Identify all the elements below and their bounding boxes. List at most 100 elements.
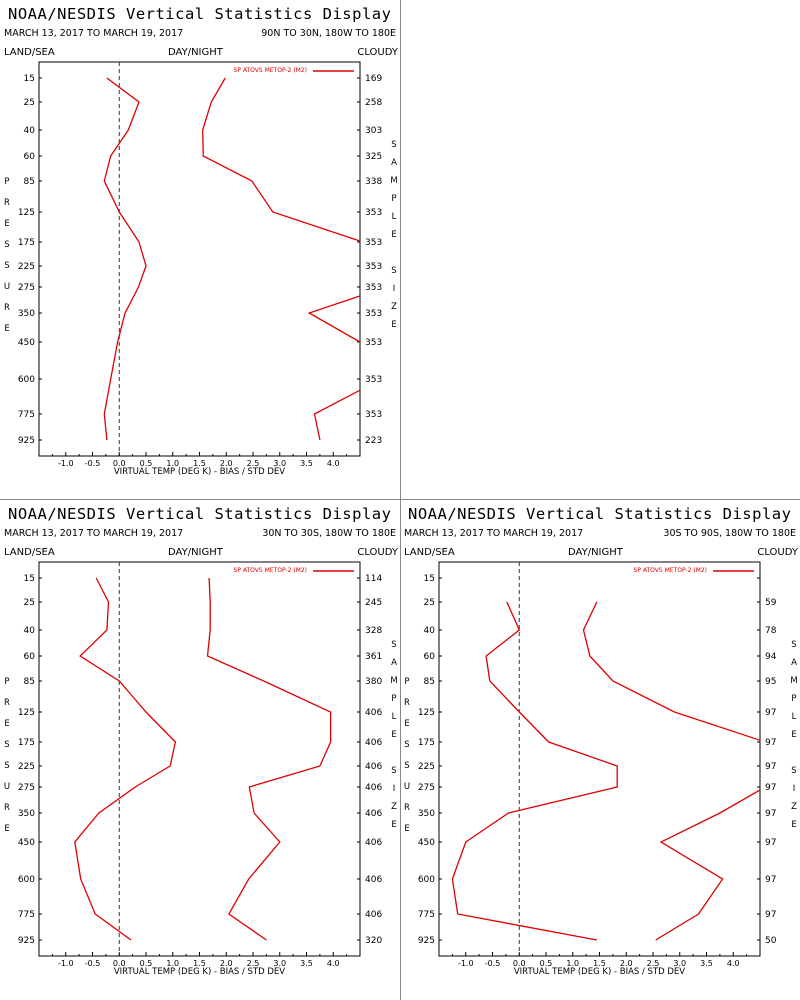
sample-size-label: 325 bbox=[365, 152, 382, 162]
y-axis-label-letter: S bbox=[404, 740, 409, 750]
sample-size-label: 258 bbox=[365, 98, 382, 108]
y-axis-label-letter: E bbox=[4, 824, 9, 834]
pressure-tick-label: 275 bbox=[418, 783, 435, 793]
day-night-label: DAY/NIGHT bbox=[568, 547, 623, 558]
sample-label-letter: M bbox=[390, 676, 397, 686]
x-tick-label: 2.5 bbox=[247, 459, 260, 468]
x-tick-label: 3.0 bbox=[673, 959, 686, 968]
land-sea-label: LAND/SEA bbox=[404, 547, 455, 558]
size-label-letter: I bbox=[393, 284, 396, 294]
y-axis-label-letter: S bbox=[4, 240, 9, 250]
x-tick-label: 3.0 bbox=[273, 959, 286, 968]
chart-panel-north: NOAA/NESDIS Vertical Statistics Display M… bbox=[0, 0, 400, 500]
pressure-tick-label: 225 bbox=[418, 762, 435, 772]
plot-frame bbox=[38, 61, 361, 457]
pressure-tick-label: 25 bbox=[424, 598, 435, 608]
x-tick-label: 0.5 bbox=[140, 459, 153, 468]
chart-svg: 15 25 59 40 78 60 94 85 95 125 97 175 97 225 97 275 97 35… bbox=[404, 561, 798, 977]
day-night-label: DAY/NIGHT bbox=[168, 47, 223, 58]
x-tick-label: 4.0 bbox=[727, 959, 740, 968]
x-tick-label: 3.0 bbox=[273, 459, 286, 468]
y-axis-label-letter: R bbox=[4, 303, 10, 313]
x-tick-label: 1.5 bbox=[593, 959, 606, 968]
legend-label: SP ATOVS METOP-2 (M2) bbox=[234, 567, 307, 574]
sample-size-label: 406 bbox=[365, 708, 382, 718]
region-label: 90N TO 30N, 180W TO 180E bbox=[261, 28, 396, 39]
x-tick-label: 0.5 bbox=[540, 959, 553, 968]
x-tick-label: -1.0 bbox=[58, 459, 74, 468]
chart-svg: 15 169 25 258 40 303 60 325 85 338 125 353 175 353 225… bbox=[4, 61, 398, 477]
pressure-tick-label: 15 bbox=[24, 74, 35, 84]
pressure-tick-label: 225 bbox=[18, 762, 35, 772]
sample-size-label: 78 bbox=[765, 626, 777, 636]
date-range: MARCH 13, 2017 TO MARCH 19, 2017 bbox=[404, 528, 584, 539]
sample-size-label: 50 bbox=[765, 936, 777, 946]
size-label-letter: E bbox=[391, 820, 396, 830]
sample-label-letter: M bbox=[390, 176, 397, 186]
sample-size-label: 303 bbox=[365, 126, 382, 136]
x-tick-label: 1.0 bbox=[166, 959, 179, 968]
pressure-tick-label: 925 bbox=[18, 436, 35, 446]
sample-size-label: 97 bbox=[765, 875, 776, 885]
x-axis-label: VIRTUAL TEMP (DEG K) - BIAS / STD DEV bbox=[114, 467, 285, 477]
x-tick-label: 1.5 bbox=[193, 459, 206, 468]
y-axis-label-letter: U bbox=[404, 782, 410, 792]
pressure-tick-label: 25 bbox=[24, 98, 35, 108]
land-sea-label: LAND/SEA bbox=[4, 47, 55, 58]
chart-svg: 15 114 25 245 40 328 60 361 85 380 125 406 175 406 225… bbox=[4, 561, 398, 977]
x-tick-label: 4.0 bbox=[327, 959, 340, 968]
sample-size-label: 353 bbox=[365, 283, 382, 293]
pressure-tick-label: 25 bbox=[24, 598, 35, 608]
y-axis-label-letter: P bbox=[404, 677, 409, 687]
y-axis-label-letter: U bbox=[4, 282, 10, 292]
pressure-tick-label: 275 bbox=[18, 783, 35, 793]
x-tick-label: 4.0 bbox=[327, 459, 340, 468]
pressure-tick-label: 60 bbox=[424, 652, 436, 662]
y-axis-label-letter: S bbox=[4, 261, 9, 271]
pressure-tick-label: 175 bbox=[18, 238, 35, 248]
sample-size-label: 97 bbox=[765, 910, 776, 920]
sample-size-label: 320 bbox=[365, 936, 382, 946]
pressure-tick-label: 15 bbox=[424, 574, 435, 584]
sample-label-letter: P bbox=[391, 694, 396, 704]
y-axis-label-letter: E bbox=[4, 719, 9, 729]
vertical-divider bbox=[400, 0, 401, 1000]
x-tick-label: -0.5 bbox=[85, 959, 101, 968]
pressure-tick-label: 60 bbox=[24, 152, 36, 162]
pressure-tick-label: 925 bbox=[18, 936, 35, 946]
bias-line bbox=[103, 77, 147, 441]
pressure-tick-label: 40 bbox=[424, 626, 436, 636]
x-tick-label: -1.0 bbox=[458, 959, 474, 968]
y-axis-label-letter: R bbox=[4, 803, 10, 813]
pressure-tick-label: 350 bbox=[418, 809, 435, 819]
horizontal-divider bbox=[0, 499, 800, 500]
chart-panel-tropics: NOAA/NESDIS Vertical Statistics Display M… bbox=[0, 500, 400, 1000]
sample-label-letter: A bbox=[391, 658, 397, 668]
legend-label: SP ATOVS METOP-2 (M2) bbox=[634, 567, 707, 574]
x-tick-label: -1.0 bbox=[58, 959, 74, 968]
panel-title: NOAA/NESDIS Vertical Statistics Display bbox=[8, 505, 392, 523]
sample-size-label: 361 bbox=[365, 652, 382, 662]
pressure-tick-label: 925 bbox=[418, 936, 435, 946]
y-axis-label-letter: R bbox=[4, 698, 10, 708]
pressure-tick-label: 275 bbox=[18, 283, 35, 293]
bias-line bbox=[74, 577, 177, 941]
y-axis-label-letter: E bbox=[4, 324, 9, 334]
sample-size-label: 406 bbox=[365, 838, 382, 848]
sample-label-letter: A bbox=[391, 158, 397, 168]
x-tick-label: 0.5 bbox=[140, 959, 153, 968]
sample-size-label: 97 bbox=[765, 783, 776, 793]
sample-size-label: 406 bbox=[365, 809, 382, 819]
sample-size-label: 353 bbox=[365, 238, 382, 248]
sample-size-label: 406 bbox=[365, 910, 382, 920]
pressure-tick-label: 350 bbox=[18, 809, 35, 819]
cloudy-label: CLOUDY bbox=[357, 47, 398, 58]
sample-size-label: 328 bbox=[365, 626, 382, 636]
x-tick-label: 3.5 bbox=[700, 959, 713, 968]
std-dev-line bbox=[206, 577, 332, 941]
sample-size-label: 94 bbox=[765, 652, 777, 662]
pressure-tick-label: 40 bbox=[24, 126, 36, 136]
x-tick-label: 2.0 bbox=[220, 459, 233, 468]
y-axis-label-letter: P bbox=[4, 177, 9, 187]
x-axis-label: VIRTUAL TEMP (DEG K) - BIAS / STD DEV bbox=[514, 967, 685, 977]
